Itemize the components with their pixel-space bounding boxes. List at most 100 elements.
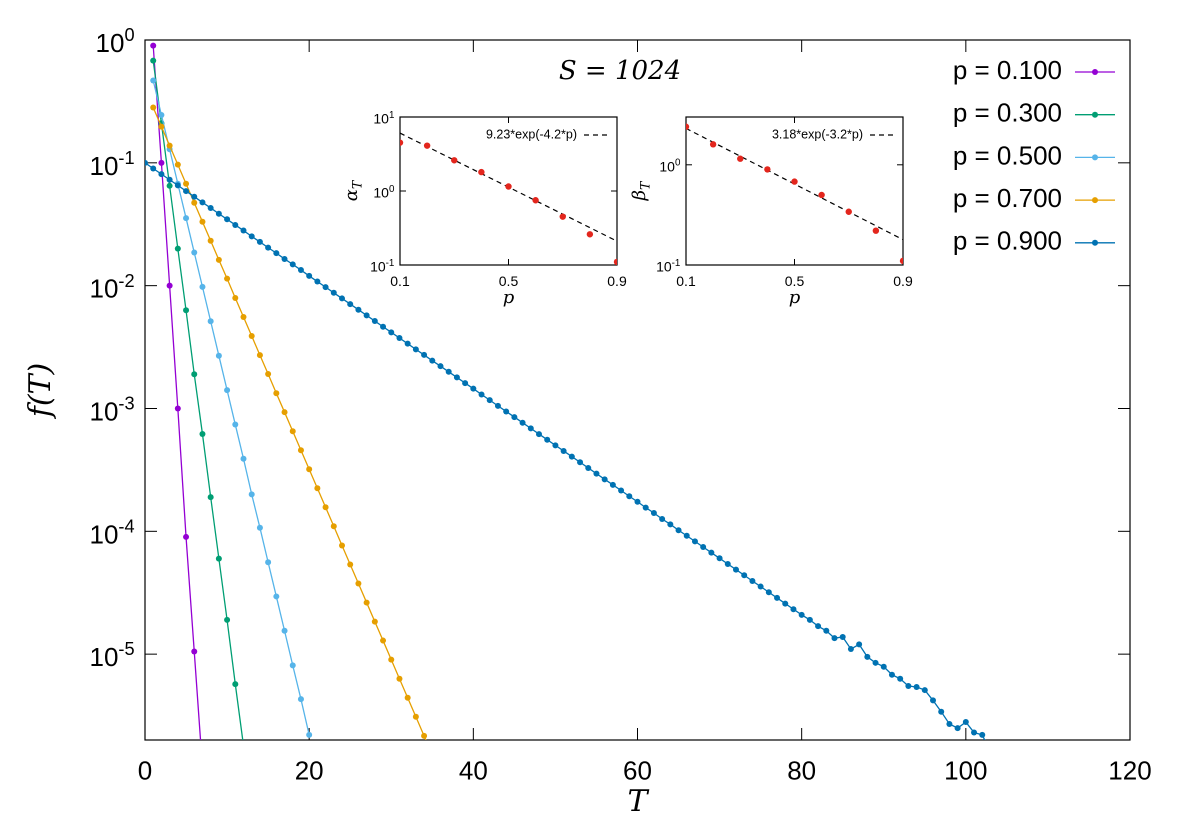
y-tick-label: 10-2 <box>90 271 135 304</box>
x-tick-label: 0.5 <box>499 273 519 289</box>
data-point <box>191 199 198 206</box>
data-point <box>380 637 387 644</box>
data-point <box>536 431 542 438</box>
data-point <box>339 542 345 549</box>
data-point <box>273 593 280 600</box>
data-point <box>774 594 781 601</box>
data-point <box>634 498 641 505</box>
data-point <box>675 527 682 534</box>
plot-frame <box>144 39 1131 741</box>
data-point <box>979 731 986 738</box>
data-point <box>791 178 798 185</box>
data-point <box>355 580 362 587</box>
data-point <box>371 618 378 625</box>
data-point <box>240 227 247 234</box>
data-point <box>503 408 510 415</box>
y-axis-label: f(T) <box>23 363 58 420</box>
data-point <box>330 289 337 296</box>
data-point <box>404 340 411 347</box>
data-point <box>700 544 707 551</box>
data-point <box>191 193 198 200</box>
data-point <box>183 307 190 314</box>
data-point <box>289 662 296 669</box>
data-point <box>174 405 181 412</box>
data-point <box>281 409 288 416</box>
x-tick-label: 60 <box>623 755 652 785</box>
data-point <box>380 323 387 330</box>
data-point <box>757 583 764 590</box>
data-point <box>659 515 666 522</box>
x-tick-label: 0.9 <box>893 273 913 289</box>
data-point <box>199 430 206 437</box>
data-point <box>691 538 698 545</box>
y-tick-label: 10-1 <box>370 257 394 274</box>
data-point <box>847 646 854 653</box>
data-point <box>806 616 813 623</box>
data-point <box>232 294 239 301</box>
data-point <box>831 635 838 642</box>
data-point <box>839 633 846 640</box>
data-point <box>716 555 723 562</box>
data-point <box>650 509 657 516</box>
data-point <box>215 352 222 359</box>
data-point <box>601 476 608 483</box>
data-point <box>150 104 157 111</box>
series-line <box>152 60 244 740</box>
data-point <box>818 191 825 199</box>
data-point <box>437 363 444 370</box>
data-point <box>232 421 239 428</box>
data-point <box>265 244 272 251</box>
data-point <box>199 764 205 770</box>
data-point <box>215 256 222 263</box>
data-point <box>191 371 198 378</box>
data-point <box>946 720 953 727</box>
data-point <box>451 157 458 164</box>
data-point <box>191 648 198 655</box>
data-point <box>273 250 280 257</box>
x-tick-label: 120 <box>1108 755 1151 785</box>
legend-label: p = 0.300 <box>953 98 1062 128</box>
data-point <box>470 385 477 392</box>
data-point <box>248 491 255 498</box>
y-axis-label: βT <box>629 180 652 201</box>
legend-label: p = 0.100 <box>953 55 1062 85</box>
data-point <box>532 197 539 204</box>
data-point <box>511 414 518 421</box>
data-point <box>232 681 239 688</box>
data-point <box>388 656 395 663</box>
data-point <box>240 455 247 462</box>
data-point <box>207 237 214 244</box>
chart-0: 0 20 40 60 80 100 120 100 10-1 10-2 10-3 10-4 10-5 Tf… <box>23 25 1152 819</box>
data-point <box>207 494 214 501</box>
x-tick-label: 100 <box>944 755 987 785</box>
data-point <box>423 142 431 149</box>
data-point <box>281 627 288 634</box>
data-point <box>248 233 255 240</box>
data-point <box>248 333 255 340</box>
data-point <box>207 204 214 211</box>
data-point <box>724 560 731 567</box>
data-point <box>782 600 789 607</box>
x-tick-label: 0.5 <box>785 273 805 289</box>
data-point <box>613 258 617 265</box>
data-point <box>954 725 961 732</box>
data-point <box>355 306 362 313</box>
data-point <box>737 155 744 162</box>
data-point <box>314 485 321 492</box>
data-point <box>183 533 190 540</box>
data-point <box>971 729 978 736</box>
x-tick-label: 0.1 <box>676 273 696 289</box>
data-point <box>478 168 485 176</box>
data-point <box>577 459 584 466</box>
legend-label: p = 0.700 <box>953 183 1062 213</box>
data-point <box>412 713 419 720</box>
data-point <box>618 487 625 494</box>
data-point <box>150 77 157 84</box>
data-point <box>145 159 148 166</box>
data-point <box>199 199 206 206</box>
data-point <box>823 627 830 634</box>
data-point <box>363 599 370 606</box>
data-point <box>815 623 822 630</box>
data-point <box>265 559 272 566</box>
data-point <box>400 139 404 146</box>
